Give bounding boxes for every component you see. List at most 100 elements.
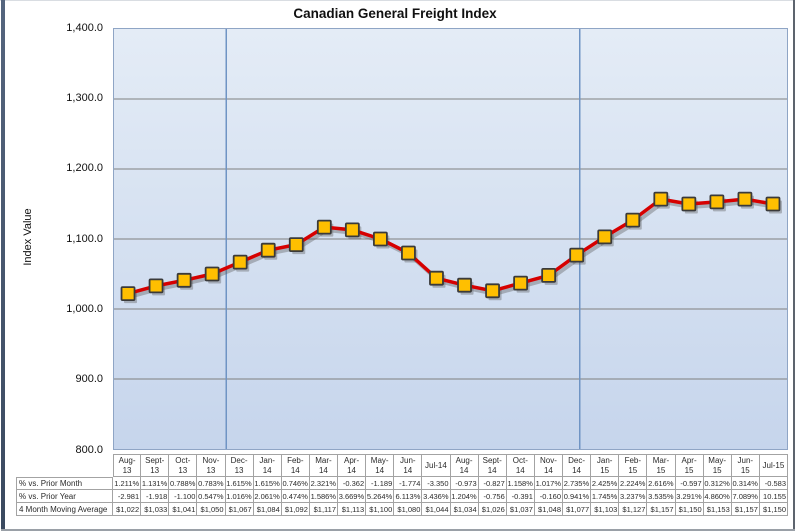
table-value: $1,084 (253, 503, 282, 516)
chart-svg (114, 29, 787, 449)
table-value: 2.061% (253, 490, 282, 503)
month-header: Apr- 14 (338, 454, 367, 477)
table-value: $1,080 (394, 503, 423, 516)
table-value: 3.237% (619, 490, 648, 503)
month-header: Jun- 15 (731, 454, 760, 477)
table-value: $1,157 (647, 503, 676, 516)
frame-right-edge (793, 0, 795, 530)
table-value: 4.860% (703, 490, 732, 503)
table-value: -2.981 (113, 490, 142, 503)
table-corner (16, 454, 113, 477)
series-marker (372, 231, 388, 247)
table-value: 3.436% (422, 490, 451, 503)
month-header: Oct- 13 (169, 454, 198, 477)
month-header: Mar- 15 (647, 454, 676, 477)
series-marker (653, 191, 669, 207)
table-value: $1,127 (619, 503, 648, 516)
table-value: 10.155 (759, 490, 788, 503)
plot-area (113, 28, 788, 450)
series-marker (429, 270, 444, 286)
table-value: 5.264% (366, 490, 395, 503)
month-header: Nov- 13 (197, 454, 226, 477)
series-marker (344, 222, 360, 238)
month-header: Jul-15 (759, 454, 788, 477)
table-value: $1,150 (675, 503, 704, 516)
table-value: $1,026 (478, 503, 507, 516)
table-value: 1.745% (591, 490, 620, 503)
month-header: Aug- 14 (450, 454, 479, 477)
data-table: Aug- 13 Sept- 13 Oct- 13 Nov- 13 Dec- 13 Jan-… (16, 454, 788, 516)
table-value: $1,103 (591, 503, 620, 516)
table-value: -0.160 (534, 490, 563, 503)
series-marker (176, 272, 192, 288)
month-header: Jan- 15 (591, 454, 620, 477)
y-axis-ticks: 1,400.0 1,300.0 1,200.0 1,100.0 1,000.0 900.0… (0, 0, 103, 532)
table-value: $1,100 (366, 503, 395, 516)
table-value: 2.735% (563, 477, 592, 490)
table-value: 1.131% (141, 477, 170, 490)
table-value: 2.425% (591, 477, 620, 490)
row-label: 4 Month Moving Average (16, 503, 113, 516)
table-value: -0.583 (759, 477, 788, 490)
table-value: $1,092 (281, 503, 310, 516)
series-marker (485, 283, 500, 299)
month-header: Nov- 14 (534, 454, 563, 477)
table-value: 0.314% (731, 477, 760, 490)
table-value: $1,033 (141, 503, 170, 516)
table-value: 7.089% (731, 490, 760, 503)
month-header: Jul-14 (422, 454, 451, 477)
month-header: May- 14 (366, 454, 395, 477)
month-header: Jun- 14 (394, 454, 423, 477)
table-value: $1,067 (225, 503, 254, 516)
month-header: Feb- 14 (281, 454, 310, 477)
table-value: 2.224% (619, 477, 648, 490)
series-marker (260, 242, 276, 258)
table-value: 3.291% (675, 490, 704, 503)
series-marker (597, 229, 613, 245)
series-marker (625, 212, 641, 228)
series-marker (288, 237, 304, 253)
month-header: Dec- 14 (563, 454, 592, 477)
series-marker (204, 266, 220, 282)
table-value: 0.783% (197, 477, 226, 490)
month-header: Sept- 14 (478, 454, 507, 477)
month-header: Sept- 13 (141, 454, 170, 477)
row-label: % vs. Prior Month (16, 477, 113, 490)
month-header: Aug- 13 (113, 454, 142, 477)
table-value: -0.391 (506, 490, 535, 503)
table-value: 0.746% (281, 477, 310, 490)
month-header: May- 15 (703, 454, 732, 477)
series-marker (232, 254, 248, 270)
y-tick-label: 1,300.0 (66, 91, 103, 104)
y-tick-label: 1,100.0 (66, 232, 103, 245)
table-value: 0.788% (169, 477, 198, 490)
table-value: $1,034 (450, 503, 479, 516)
table-value: -0.362 (338, 477, 367, 490)
table-value: 1.211% (113, 477, 142, 490)
table-value: $1,048 (534, 503, 563, 516)
table-value: -3.350 (422, 477, 451, 490)
table-value: $1,077 (563, 503, 592, 516)
table-value: -0.756 (478, 490, 507, 503)
table-value: $1,044 (422, 503, 451, 516)
series-marker (569, 247, 585, 263)
frame-bottom-edge (1, 529, 795, 531)
month-header: Jan- 14 (253, 454, 282, 477)
table-value: $1,113 (338, 503, 367, 516)
month-header: Mar- 14 (309, 454, 338, 477)
month-header: Oct- 14 (506, 454, 535, 477)
table-value: 1.204% (450, 490, 479, 503)
row-label: % vs. Prior Year (16, 490, 113, 503)
table-value: 6.113% (394, 490, 423, 503)
table-value: -1.189 (366, 477, 395, 490)
series-marker (457, 277, 472, 293)
month-header: Feb- 15 (619, 454, 648, 477)
series-line (127, 197, 774, 296)
series-marker (401, 245, 416, 261)
series-marker (513, 275, 529, 291)
y-tick-label: 800.0 (75, 443, 103, 456)
y-tick-label: 1,200.0 (66, 162, 103, 175)
y-tick-label: 1,400.0 (66, 21, 103, 34)
table-value: 0.941% (563, 490, 592, 503)
table-value: 0.312% (703, 477, 732, 490)
